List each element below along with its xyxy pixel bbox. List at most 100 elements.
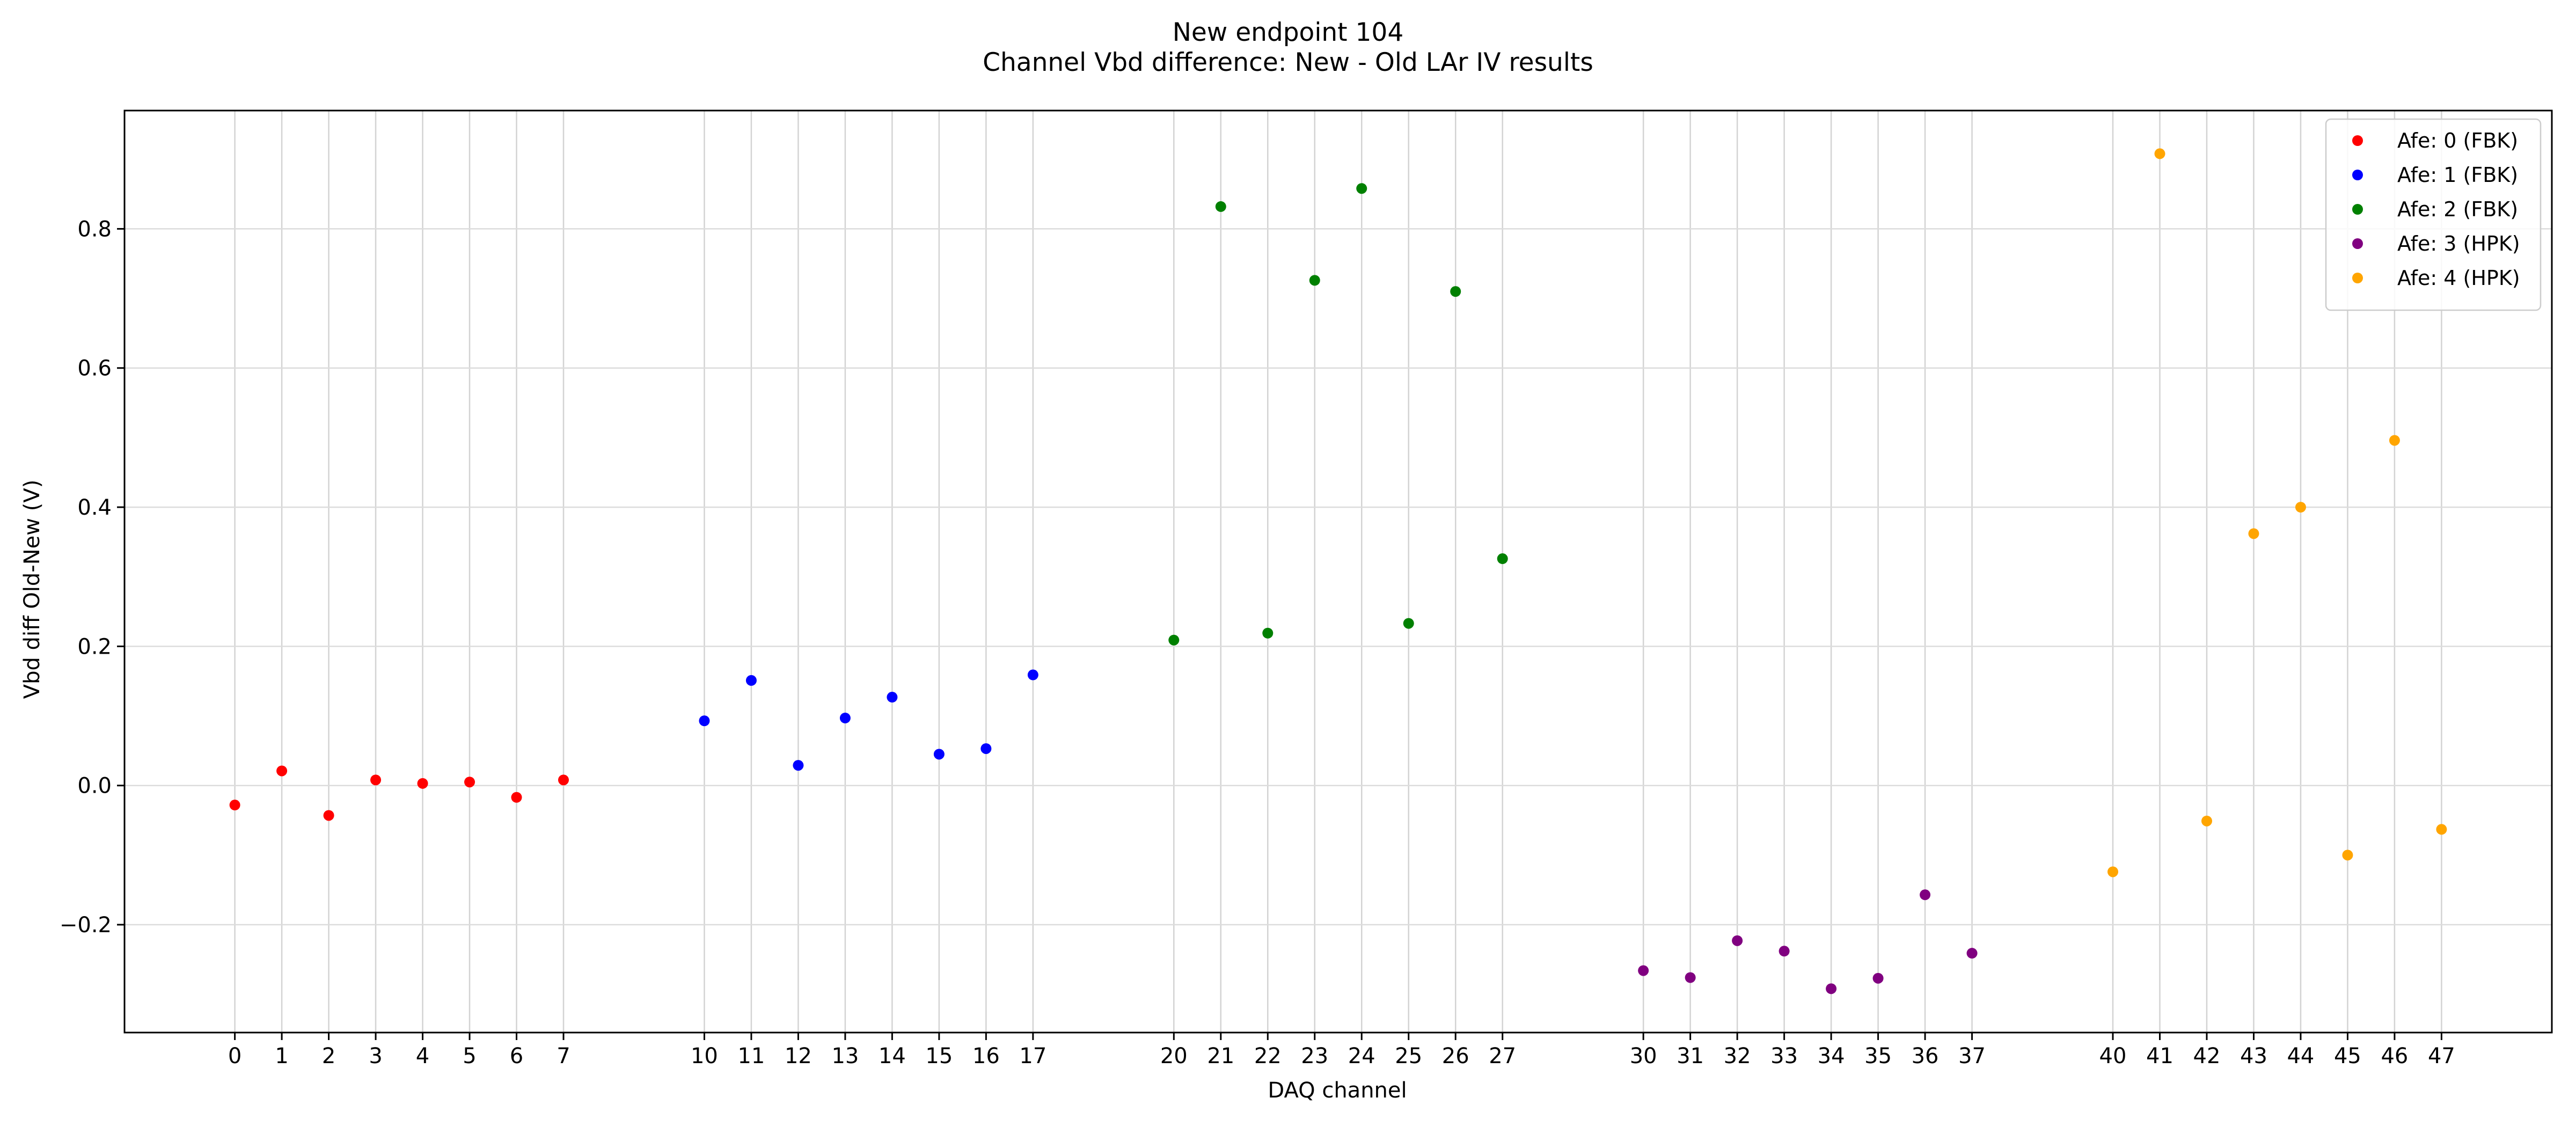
x-tick-label: 43: [2240, 1044, 2267, 1069]
data-point: [980, 743, 992, 754]
data-point: [2295, 502, 2306, 513]
data-point: [1497, 553, 1508, 565]
x-tick-label: 31: [1677, 1044, 1704, 1069]
x-tick-label: 7: [557, 1044, 570, 1069]
grid: [125, 111, 2552, 1033]
data-point: [1403, 618, 1414, 629]
plot-border: [123, 109, 2553, 1034]
x-tick-label: 32: [1724, 1044, 1751, 1069]
x-tick-label: 34: [1818, 1044, 1845, 1069]
data-point: [1168, 634, 1180, 646]
x-tick-label: 1: [275, 1044, 288, 1069]
series-3: [1638, 889, 1978, 994]
y-tick-label: 0.6: [77, 356, 112, 381]
x-tick-label: 3: [369, 1044, 382, 1069]
series-1: [699, 669, 1038, 771]
y-tick-label: −0.2: [60, 913, 112, 938]
x-tick-label: 41: [2146, 1044, 2174, 1069]
series-0: [229, 765, 569, 821]
legend-marker: [2352, 204, 2363, 215]
data-point: [2248, 528, 2259, 539]
data-point: [229, 800, 240, 811]
x-tick-label: 14: [879, 1044, 906, 1069]
data-point: [2107, 866, 2119, 877]
x-tick-label: 12: [785, 1044, 812, 1069]
x-tick-label: 16: [972, 1044, 1000, 1069]
y-tick-label: 0.4: [77, 495, 112, 520]
x-tick-label: 47: [2428, 1044, 2455, 1069]
y-tick-label: 0.2: [77, 634, 112, 659]
plot-frame: [123, 109, 2553, 1034]
data-point: [2389, 435, 2400, 446]
data-point: [1450, 286, 1461, 297]
y-axis: −0.2 0.0 0.2 0.4 0.6 0.8: [60, 217, 125, 938]
data-point: [1356, 183, 1367, 194]
legend-marker: [2352, 273, 2363, 283]
y-tick-label: 0.8: [77, 217, 112, 241]
x-tick-label: 5: [463, 1044, 476, 1069]
x-tick-label: 11: [737, 1044, 765, 1069]
data-point: [558, 774, 569, 786]
data-point: [1872, 972, 1884, 984]
data-point: [417, 778, 428, 789]
x-tick-label: 2: [322, 1044, 335, 1069]
x-tick-label: 33: [1770, 1044, 1798, 1069]
legend-marker: [2352, 170, 2363, 180]
x-tick-label: 36: [1912, 1044, 1939, 1069]
series-4: [2107, 148, 2447, 877]
data-point: [323, 810, 334, 821]
x-tick-label: 4: [416, 1044, 429, 1069]
data-point: [464, 777, 475, 788]
legend-box: [2325, 118, 2542, 311]
x-tick-label: 20: [1160, 1044, 1188, 1069]
legend-marker: [2352, 238, 2363, 249]
x-tick-label: 6: [510, 1044, 523, 1069]
x-tick-label: 30: [1630, 1044, 1657, 1069]
chart-title: New endpoint 104: [1173, 18, 1404, 47]
data-point: [1638, 965, 1649, 976]
legend-label: Afe: 3 (HPK): [2397, 232, 2520, 255]
data-point: [745, 675, 757, 686]
data-point: [2342, 850, 2353, 861]
x-tick-label: 45: [2334, 1044, 2361, 1069]
x-tick-label: 23: [1301, 1044, 1328, 1069]
data-point: [1685, 972, 1696, 983]
legend-label: Afe: 4 (HPK): [2397, 266, 2520, 290]
data-point: [511, 792, 522, 803]
data-point: [276, 765, 288, 777]
data-point: [839, 712, 851, 723]
x-tick-label: 42: [2193, 1044, 2221, 1069]
x-tick-label: 40: [2099, 1044, 2127, 1069]
series-2: [1168, 183, 1508, 646]
data-point: [1966, 948, 1978, 959]
x-tick-label: 27: [1489, 1044, 1516, 1069]
y-tick-label: 0.0: [77, 774, 112, 799]
data-point: [1826, 983, 1837, 994]
x-tick-label: 35: [1864, 1044, 1892, 1069]
x-tick-label: 44: [2287, 1044, 2314, 1069]
data-point: [1215, 201, 1226, 212]
x-tick-label: 46: [2381, 1044, 2408, 1069]
data-points: [229, 148, 2447, 994]
x-tick-label: 0: [228, 1044, 241, 1069]
x-tick-label: 25: [1395, 1044, 1422, 1069]
data-point: [793, 760, 804, 771]
data-point: [2436, 824, 2447, 835]
x-tick-label: 26: [1442, 1044, 1469, 1069]
data-point: [2201, 815, 2212, 826]
legend-label: Afe: 1 (FBK): [2397, 163, 2518, 187]
legend-marker: [2352, 135, 2363, 146]
data-point: [1309, 275, 1320, 286]
data-point: [699, 715, 710, 727]
chart-subtitle: Channel Vbd difference: New - Old LAr IV…: [983, 48, 1593, 77]
x-tick-label: 10: [691, 1044, 718, 1069]
x-axis-label: DAQ channel: [1268, 1078, 1407, 1103]
x-tick-label: 21: [1207, 1044, 1234, 1069]
data-point: [887, 692, 898, 703]
data-point: [370, 774, 382, 786]
x-axis: 0 1 2 3 4 5 6 7 10 11 12 13 14 15 16 17 20 21 22 23 24 25 26 27…: [228, 1033, 2455, 1069]
legend-label: Afe: 0 (FBK): [2397, 129, 2518, 152]
x-tick-label: 37: [1958, 1044, 1986, 1069]
legend: Afe: 0 (FBK) Afe: 1 (FBK) Afe: 2 (FBK) Afe:…: [2325, 118, 2542, 311]
x-tick-label: 13: [831, 1044, 859, 1069]
